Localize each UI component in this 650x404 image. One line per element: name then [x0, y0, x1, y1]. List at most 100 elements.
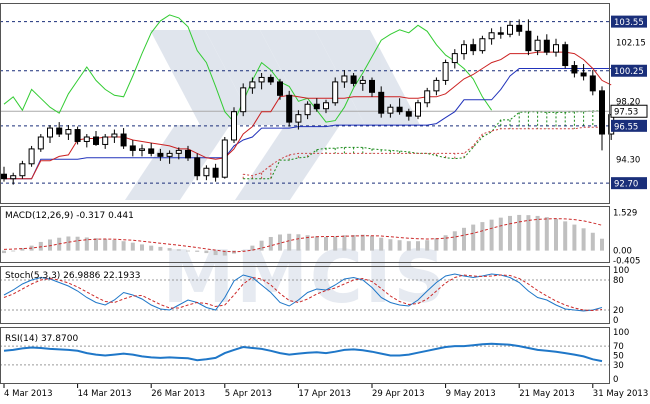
- rsi-tick-label: 30: [613, 361, 624, 371]
- macd-bar: [434, 238, 439, 251]
- candle: [240, 83, 247, 117]
- rsi-tick-label: 70: [613, 342, 624, 352]
- macd-bar: [48, 239, 52, 251]
- macd-bar: [213, 250, 218, 256]
- macd-bar: [296, 234, 301, 251]
- level-label-text: 97.53: [614, 108, 638, 118]
- x-tick-label: 4 Mar 2013: [4, 389, 52, 399]
- candle: [19, 160, 26, 179]
- macd-tick-label: -0.405: [613, 257, 640, 267]
- macd-panel: 1.529 0.00-0.405: [0, 206, 640, 267]
- level-label-bg: [611, 119, 647, 132]
- chikou-span: [3, 14, 493, 124]
- candle-body: [28, 148, 35, 165]
- macd-bar: [471, 224, 476, 251]
- candle-body: [359, 79, 366, 84]
- candle: [332, 77, 339, 106]
- candle-body: [267, 76, 274, 83]
- candle: [93, 131, 99, 146]
- candle-body: [10, 175, 17, 180]
- candle-body: [258, 76, 265, 83]
- macd-bar: [66, 236, 71, 251]
- candle: [507, 20, 513, 38]
- candle: [378, 86, 385, 118]
- candle: [1, 166, 7, 182]
- candle-body: [396, 106, 403, 113]
- candle: [65, 125, 72, 140]
- macd-bar: [517, 214, 522, 251]
- candle: [295, 110, 302, 130]
- macd-bar: [333, 236, 338, 251]
- level-label-bg: [611, 15, 647, 28]
- rsi-tick-label: 50: [613, 352, 624, 362]
- kijun-sen: [4, 68, 612, 180]
- macd-bar: [84, 237, 89, 251]
- candle-body: [240, 87, 247, 113]
- candle: [369, 77, 375, 97]
- candle: [470, 38, 477, 56]
- candle: [451, 49, 458, 69]
- candle: [359, 75, 366, 91]
- x-tick-label: 21 May 2013: [519, 389, 574, 399]
- candle: [194, 153, 201, 181]
- candle: [580, 64, 587, 81]
- candle-body: [19, 163, 26, 177]
- macd-bar: [360, 234, 365, 251]
- macd-bar: [498, 217, 503, 251]
- x-axis: 4 Mar 2013 14 Mar 2013 26 Mar 2013 5 Apr 20…: [3, 384, 648, 399]
- candle-body: [378, 91, 385, 114]
- rsi-line: [3, 342, 603, 363]
- candle-body: [461, 44, 467, 55]
- candle-body: [580, 72, 587, 77]
- candle: [589, 70, 596, 96]
- candle-body: [442, 62, 449, 81]
- level-label-bg: [611, 177, 647, 190]
- macd-bar: [572, 224, 577, 251]
- macd-bar: [443, 235, 448, 251]
- x-tick-label: 17 Apr 2013: [298, 389, 351, 399]
- macd-bar: [480, 222, 485, 251]
- candle-body: [175, 149, 182, 154]
- candle-body: [120, 133, 127, 147]
- macd-bar: [544, 217, 549, 251]
- candle: [433, 77, 440, 96]
- candle-body: [341, 75, 348, 83]
- macd-bar: [563, 221, 568, 251]
- candle-body: [553, 44, 559, 53]
- level-label-bg: [610, 104, 648, 118]
- x-tick-label: 29 Apr 2013: [372, 389, 425, 399]
- candle: [488, 28, 495, 45]
- macd-panel-frame: [0, 206, 610, 263]
- candle-body: [212, 167, 219, 178]
- candle-body: [231, 111, 237, 141]
- candle: [212, 163, 219, 182]
- candle: [599, 86, 605, 151]
- candle: [10, 172, 17, 185]
- candle: [148, 142, 155, 157]
- candle-body: [488, 32, 495, 40]
- macd-bar: [462, 227, 466, 251]
- level-label-text: 100.25: [614, 67, 644, 77]
- candle: [111, 129, 118, 143]
- candle-body: [1, 173, 7, 180]
- stoch-tick-label: 100: [613, 266, 629, 276]
- macd-bar: [581, 228, 586, 251]
- candle-body: [93, 136, 99, 145]
- candle: [461, 40, 467, 60]
- candle: [221, 137, 228, 179]
- macd-bar: [388, 239, 393, 251]
- candle: [28, 145, 35, 167]
- candle: [350, 72, 357, 87]
- candle-body: [148, 148, 155, 154]
- candle-body: [525, 30, 532, 52]
- macd-bar: [324, 236, 328, 251]
- macd-bar: [590, 232, 595, 251]
- candle-body: [139, 148, 145, 151]
- rsi-tick-label: 0: [613, 375, 618, 385]
- macd-bar: [305, 235, 310, 251]
- macd-bar: [20, 248, 25, 251]
- candle: [562, 41, 569, 69]
- macd-bar: [103, 238, 108, 251]
